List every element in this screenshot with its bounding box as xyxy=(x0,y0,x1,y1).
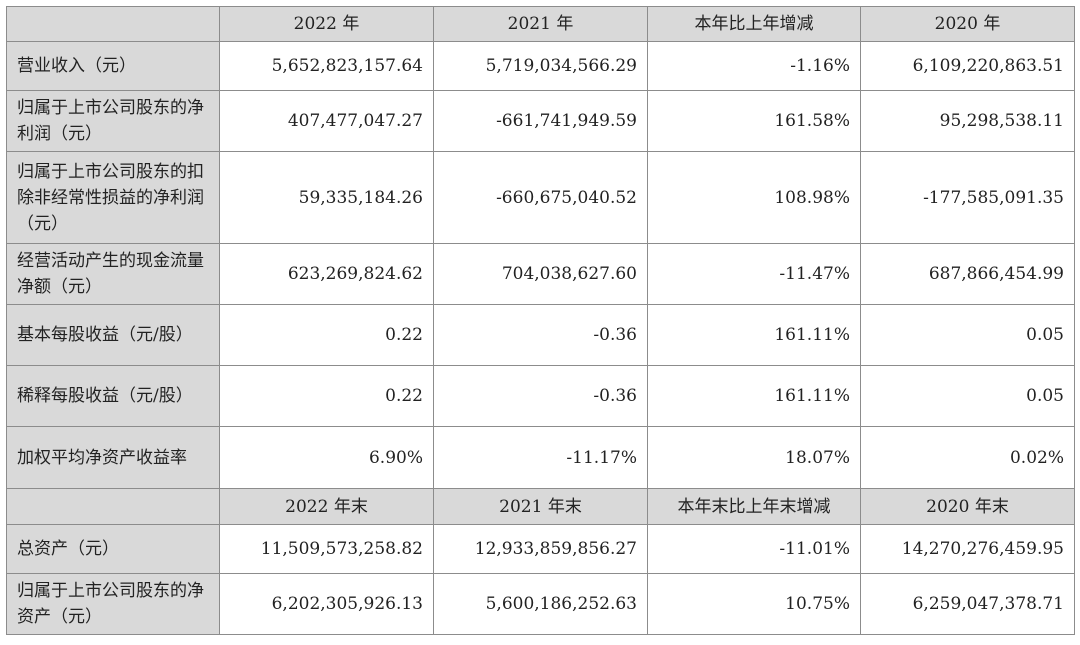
cell-2022: 623,269,824.62 xyxy=(219,243,434,305)
cell-2021: -661,741,949.59 xyxy=(433,90,648,152)
cell-2022: 407,477,047.27 xyxy=(219,90,434,152)
col-header-change-end: 本年末比上年末增减 xyxy=(647,488,861,525)
cell-2020: 0.05 xyxy=(860,365,1075,427)
cell-2020-end: 6,259,047,378.71 xyxy=(860,573,1075,635)
cell-2021: 704,038,627.60 xyxy=(433,243,648,305)
col-header-2022-end: 2022 年末 xyxy=(219,488,434,525)
cell-change: 161.58% xyxy=(647,90,861,152)
cell-change: 18.07% xyxy=(647,426,861,489)
header-row-year-end: 2022 年末 2021 年末 本年末比上年末增减 2020 年末 xyxy=(6,488,1075,525)
cell-change-end: 10.75% xyxy=(647,573,861,635)
header-corner-cell xyxy=(6,488,220,525)
table-row-net-profit: 归属于上市公司股东的净利润（元） 407,477,047.27 -661,741… xyxy=(6,90,1075,152)
cell-2020: -177,585,091.35 xyxy=(860,151,1075,244)
row-label: 归属于上市公司股东的净利润（元） xyxy=(6,90,220,152)
header-row-annual: 2022 年 2021 年 本年比上年增减 2020 年 xyxy=(6,6,1075,42)
table-row-revenue: 营业收入（元） 5,652,823,157.64 5,719,034,566.2… xyxy=(6,41,1075,91)
col-header-2021-end: 2021 年末 xyxy=(433,488,648,525)
financial-summary-table: 2022 年 2021 年 本年比上年增减 2020 年 营业收入（元） 5,6… xyxy=(6,6,1075,635)
table-row-operating-cash-flow: 经营活动产生的现金流量净额（元） 623,269,824.62 704,038,… xyxy=(6,243,1075,305)
table-row-basic-eps: 基本每股收益（元/股） 0.22 -0.36 161.11% 0.05 xyxy=(6,304,1075,366)
cell-2022: 0.22 xyxy=(219,304,434,366)
table-row-adjusted-net-profit: 归属于上市公司股东的扣除非经常性损益的净利润（元） 59,335,184.26 … xyxy=(6,151,1075,244)
cell-2021: -660,675,040.52 xyxy=(433,151,648,244)
cell-2022: 6.90% xyxy=(219,426,434,489)
table-row-net-assets: 归属于上市公司股东的净资产（元） 6,202,305,926.13 5,600,… xyxy=(6,573,1075,635)
cell-change: -1.16% xyxy=(647,41,861,91)
cell-2020: 0.02% xyxy=(860,426,1075,489)
col-header-change: 本年比上年增减 xyxy=(647,6,861,42)
cell-2021: -0.36 xyxy=(433,365,648,427)
cell-2022: 5,652,823,157.64 xyxy=(219,41,434,91)
col-header-2020-end: 2020 年末 xyxy=(860,488,1075,525)
row-label: 营业收入（元） xyxy=(6,41,220,91)
col-header-2021: 2021 年 xyxy=(433,6,648,42)
cell-change: 161.11% xyxy=(647,365,861,427)
row-label: 加权平均净资产收益率 xyxy=(6,426,220,489)
row-label: 归属于上市公司股东的扣除非经常性损益的净利润（元） xyxy=(6,151,220,244)
table-row-total-assets: 总资产（元） 11,509,573,258.82 12,933,859,856.… xyxy=(6,524,1075,574)
cell-2022: 0.22 xyxy=(219,365,434,427)
row-label: 基本每股收益（元/股） xyxy=(6,304,220,366)
cell-2022: 59,335,184.26 xyxy=(219,151,434,244)
cell-2022-end: 11,509,573,258.82 xyxy=(219,524,434,574)
cell-2020: 6,109,220,863.51 xyxy=(860,41,1075,91)
row-label: 经营活动产生的现金流量净额（元） xyxy=(6,243,220,305)
cell-change: 161.11% xyxy=(647,304,861,366)
table-row-roe: 加权平均净资产收益率 6.90% -11.17% 18.07% 0.02% xyxy=(6,426,1075,489)
cell-2021: -0.36 xyxy=(433,304,648,366)
col-header-2022: 2022 年 xyxy=(219,6,434,42)
cell-change: -11.47% xyxy=(647,243,861,305)
header-corner-cell xyxy=(6,6,220,42)
row-label: 稀释每股收益（元/股） xyxy=(6,365,220,427)
cell-2021-end: 5,600,186,252.63 xyxy=(433,573,648,635)
cell-2020: 687,866,454.99 xyxy=(860,243,1075,305)
cell-2021: -11.17% xyxy=(433,426,648,489)
col-header-2020: 2020 年 xyxy=(860,6,1075,42)
cell-2021: 5,719,034,566.29 xyxy=(433,41,648,91)
row-label: 总资产（元） xyxy=(6,524,220,574)
cell-2020-end: 14,270,276,459.95 xyxy=(860,524,1075,574)
cell-2021-end: 12,933,859,856.27 xyxy=(433,524,648,574)
cell-change: 108.98% xyxy=(647,151,861,244)
cell-2022-end: 6,202,305,926.13 xyxy=(219,573,434,635)
table-row-diluted-eps: 稀释每股收益（元/股） 0.22 -0.36 161.11% 0.05 xyxy=(6,365,1075,427)
cell-change-end: -11.01% xyxy=(647,524,861,574)
row-label: 归属于上市公司股东的净资产（元） xyxy=(6,573,220,635)
cell-2020: 0.05 xyxy=(860,304,1075,366)
cell-2020: 95,298,538.11 xyxy=(860,90,1075,152)
